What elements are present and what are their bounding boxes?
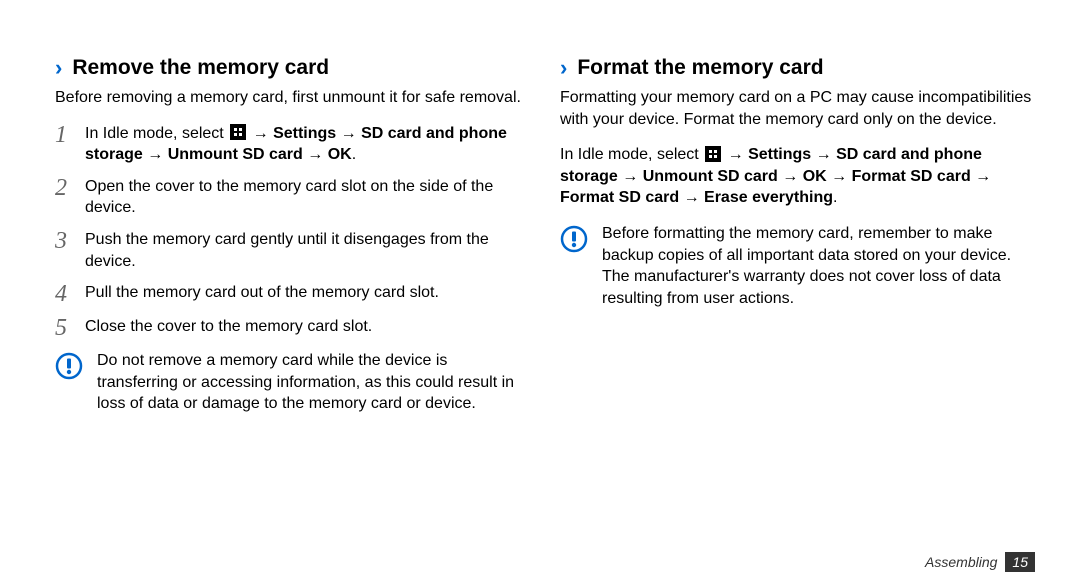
step-text: Open the cover to the memory card slot o… (85, 176, 530, 219)
step-number: 1 (55, 123, 85, 147)
left-column: › Remove the memory card Before removing… (55, 55, 530, 415)
step-suffix: . (352, 146, 356, 163)
step-number: 3 (55, 229, 85, 253)
chevron-icon: › (560, 55, 567, 81)
remove-intro: Before removing a memory card, first unm… (55, 87, 530, 109)
warning-icon (55, 352, 83, 380)
format-section-header: › Format the memory card (560, 55, 1035, 81)
step-number: 5 (55, 316, 85, 340)
instruction-prefix: In Idle mode, select (560, 146, 703, 163)
step-number: 4 (55, 282, 85, 306)
remove-section-title: Remove the memory card (72, 56, 329, 80)
step-text: Push the memory card gently until it dis… (85, 229, 530, 272)
step-number: 2 (55, 176, 85, 200)
format-instruction: In Idle mode, select → Settings → SD car… (560, 144, 1035, 209)
chevron-icon: › (55, 55, 62, 81)
step-5: 5 Close the cover to the memory card slo… (55, 316, 530, 340)
format-section-title: Format the memory card (577, 56, 823, 80)
remove-section-header: › Remove the memory card (55, 55, 530, 81)
page-footer: Assembling 15 (925, 552, 1035, 572)
right-column: › Format the memory card Formatting your… (560, 55, 1035, 415)
step-4: 4 Pull the memory card out of the memory… (55, 282, 530, 306)
warning-text: Do not remove a memory card while the de… (97, 350, 530, 415)
footer-page-number: 15 (1005, 552, 1035, 572)
step-text: In Idle mode, select → Settings → SD car… (85, 123, 530, 166)
warning-text: Before formatting the memory card, remem… (602, 223, 1035, 309)
step-text: Pull the memory card out of the memory c… (85, 282, 530, 304)
warning-icon (560, 225, 588, 253)
footer-section-label: Assembling (925, 554, 997, 570)
apps-grid-icon (230, 124, 246, 140)
step-text: Close the cover to the memory card slot. (85, 316, 530, 338)
step-1: 1 In Idle mode, select → Settings → SD c… (55, 123, 530, 166)
step-prefix: In Idle mode, select (85, 125, 228, 142)
remove-warning: Do not remove a memory card while the de… (55, 350, 530, 415)
format-intro: Formatting your memory card on a PC may … (560, 87, 1035, 130)
step-3: 3 Push the memory card gently until it d… (55, 229, 530, 272)
instruction-suffix: . (833, 189, 837, 206)
apps-grid-icon (705, 146, 721, 162)
step-2: 2 Open the cover to the memory card slot… (55, 176, 530, 219)
format-warning: Before formatting the memory card, remem… (560, 223, 1035, 309)
